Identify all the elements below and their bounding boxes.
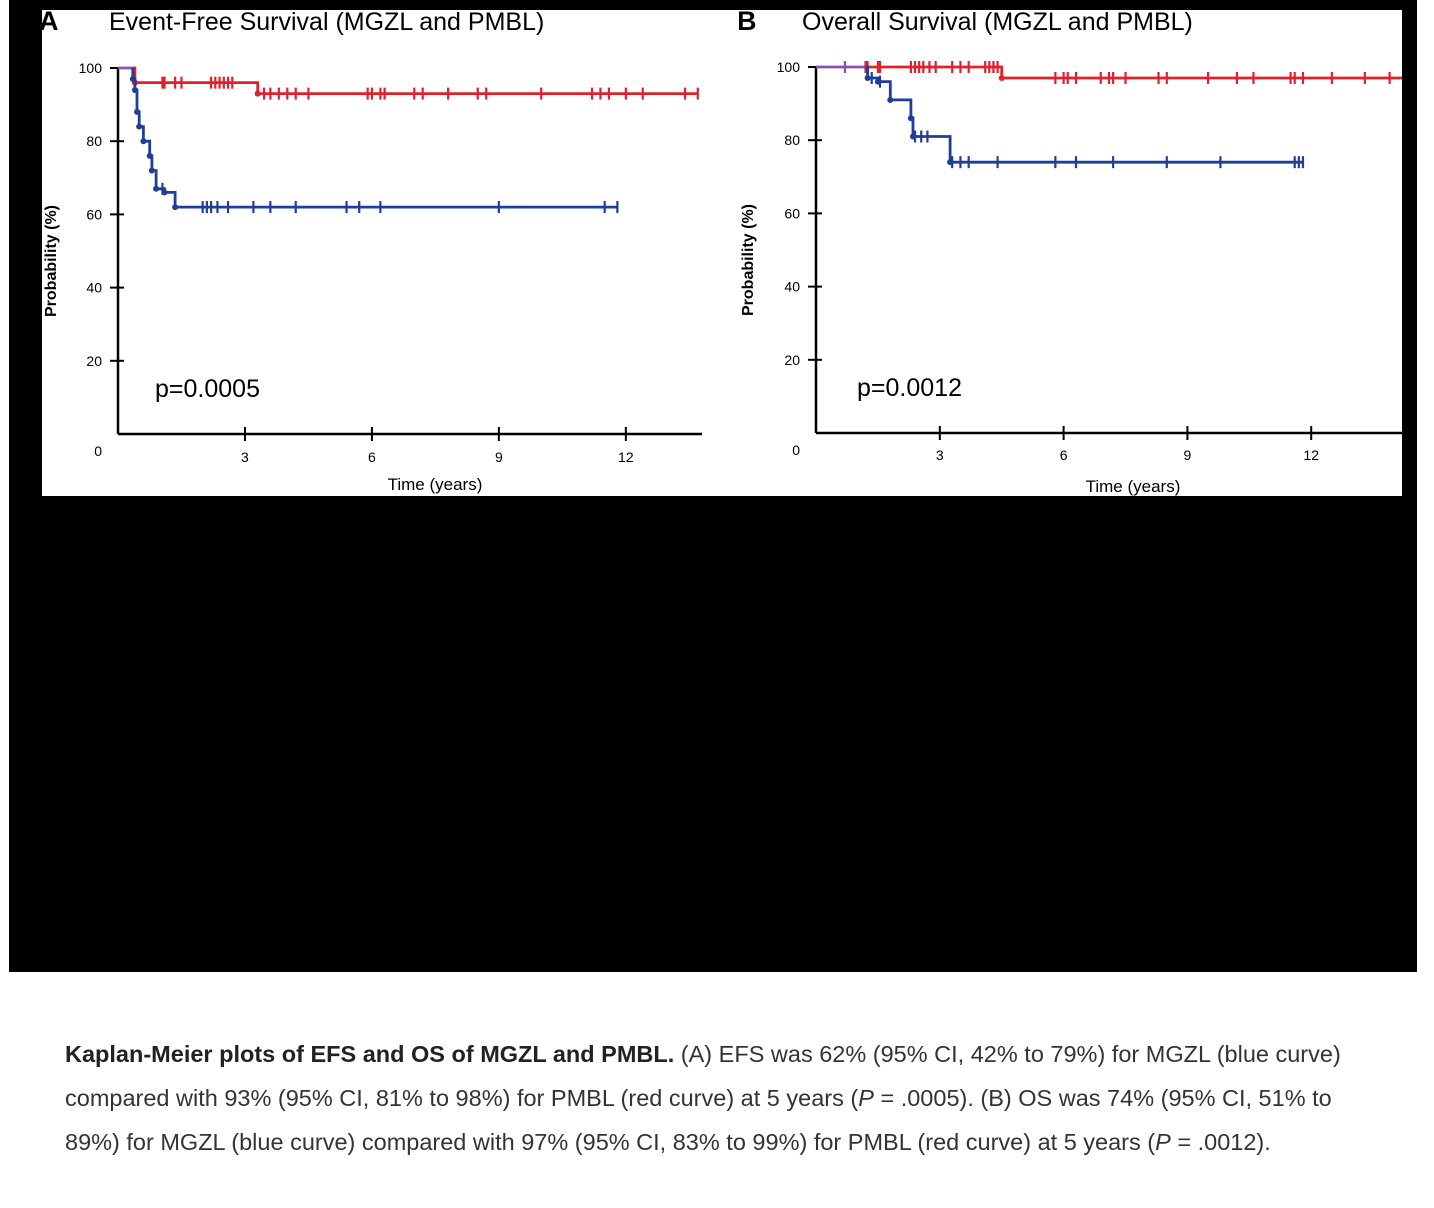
- x-tick-label: 6: [368, 449, 376, 465]
- y-tick-label: 20: [86, 353, 102, 369]
- figure-caption: Kaplan-Meier plots of EFS and OS of MGZL…: [65, 1032, 1375, 1164]
- caption-p-symbol-1: P: [858, 1085, 874, 1111]
- panel-letter: B: [739, 10, 757, 36]
- caption-title: Kaplan-Meier plots of EFS and OS of MGZL…: [65, 1041, 675, 1067]
- y-tick-label: 60: [784, 205, 800, 221]
- event-marker: [254, 90, 261, 97]
- event-marker: [172, 204, 179, 211]
- y-tick-label: 100: [777, 59, 801, 75]
- panel-a: A Event-Free Survival (MGZL and PMBL) 0 20 4…: [42, 10, 739, 496]
- y-axis-label: Probability (%): [740, 204, 757, 316]
- y-tick-label: 80: [784, 132, 800, 148]
- y-tick-label: 0: [792, 442, 800, 458]
- y-tick-label: 40: [784, 279, 800, 295]
- x-tick-label: 12: [618, 449, 634, 465]
- figure-frame: A Event-Free Survival (MGZL and PMBL) 0 20 4…: [9, 0, 1417, 972]
- survival-curve-1: [132, 66, 698, 95]
- chart-title: Overall Survival (MGZL and PMBL): [802, 10, 1193, 36]
- x-tick-label: 3: [241, 449, 249, 465]
- p-value-annotation: p=0.0012: [857, 374, 962, 402]
- x-tick-label: 9: [1184, 447, 1192, 463]
- caption-p-symbol-2: P: [1155, 1129, 1171, 1155]
- x-tick-label: 9: [495, 449, 503, 465]
- event-marker: [131, 86, 138, 93]
- p-value-annotation: p=0.0005: [155, 375, 260, 403]
- event-marker: [146, 152, 153, 159]
- y-tick-label: 100: [79, 60, 103, 76]
- event-marker: [148, 167, 155, 174]
- event-marker: [887, 96, 894, 103]
- survival-curve-1: [865, 65, 1402, 80]
- chart-title: Event-Free Survival (MGZL and PMBL): [109, 10, 544, 36]
- x-axis-label: Time (years): [1086, 477, 1181, 496]
- os-chart: B Overall Survival (MGZL and PMBL) 0 20 40 60…: [739, 10, 1402, 496]
- event-marker: [129, 75, 136, 82]
- caption-text-1: (A) EFS was 62% (95% CI, 42% to 79%) for…: [65, 1041, 1341, 1111]
- event-marker: [136, 123, 143, 130]
- y-tick-label: 0: [94, 443, 102, 459]
- event-marker: [864, 74, 871, 81]
- y-axis-label: Probability (%): [43, 205, 60, 317]
- x-tick-label: 12: [1303, 447, 1319, 463]
- caption-text-3: = .0012).: [1170, 1129, 1271, 1155]
- x-tick-label: 3: [936, 447, 944, 463]
- panel-letter: A: [42, 10, 59, 36]
- caption-text-2: = .0005). (B) OS was 74% (95% CI, 51% to…: [65, 1085, 1332, 1155]
- y-tick-label: 20: [784, 352, 800, 368]
- event-marker: [907, 115, 914, 122]
- x-tick-label: 6: [1060, 447, 1068, 463]
- event-marker: [998, 74, 1005, 81]
- event-marker: [140, 138, 147, 145]
- panel-b: B Overall Survival (MGZL and PMBL) 0 20 40 60…: [739, 10, 1402, 496]
- event-marker: [134, 108, 141, 115]
- x-axis-label: Time (years): [388, 475, 483, 494]
- y-tick-label: 80: [86, 133, 102, 149]
- event-marker: [153, 185, 160, 192]
- y-tick-label: 60: [86, 206, 102, 222]
- survival-curve-2: [131, 68, 618, 209]
- efs-chart: A Event-Free Survival (MGZL and PMBL) 0 20 4…: [42, 10, 702, 494]
- y-tick-label: 40: [86, 280, 102, 296]
